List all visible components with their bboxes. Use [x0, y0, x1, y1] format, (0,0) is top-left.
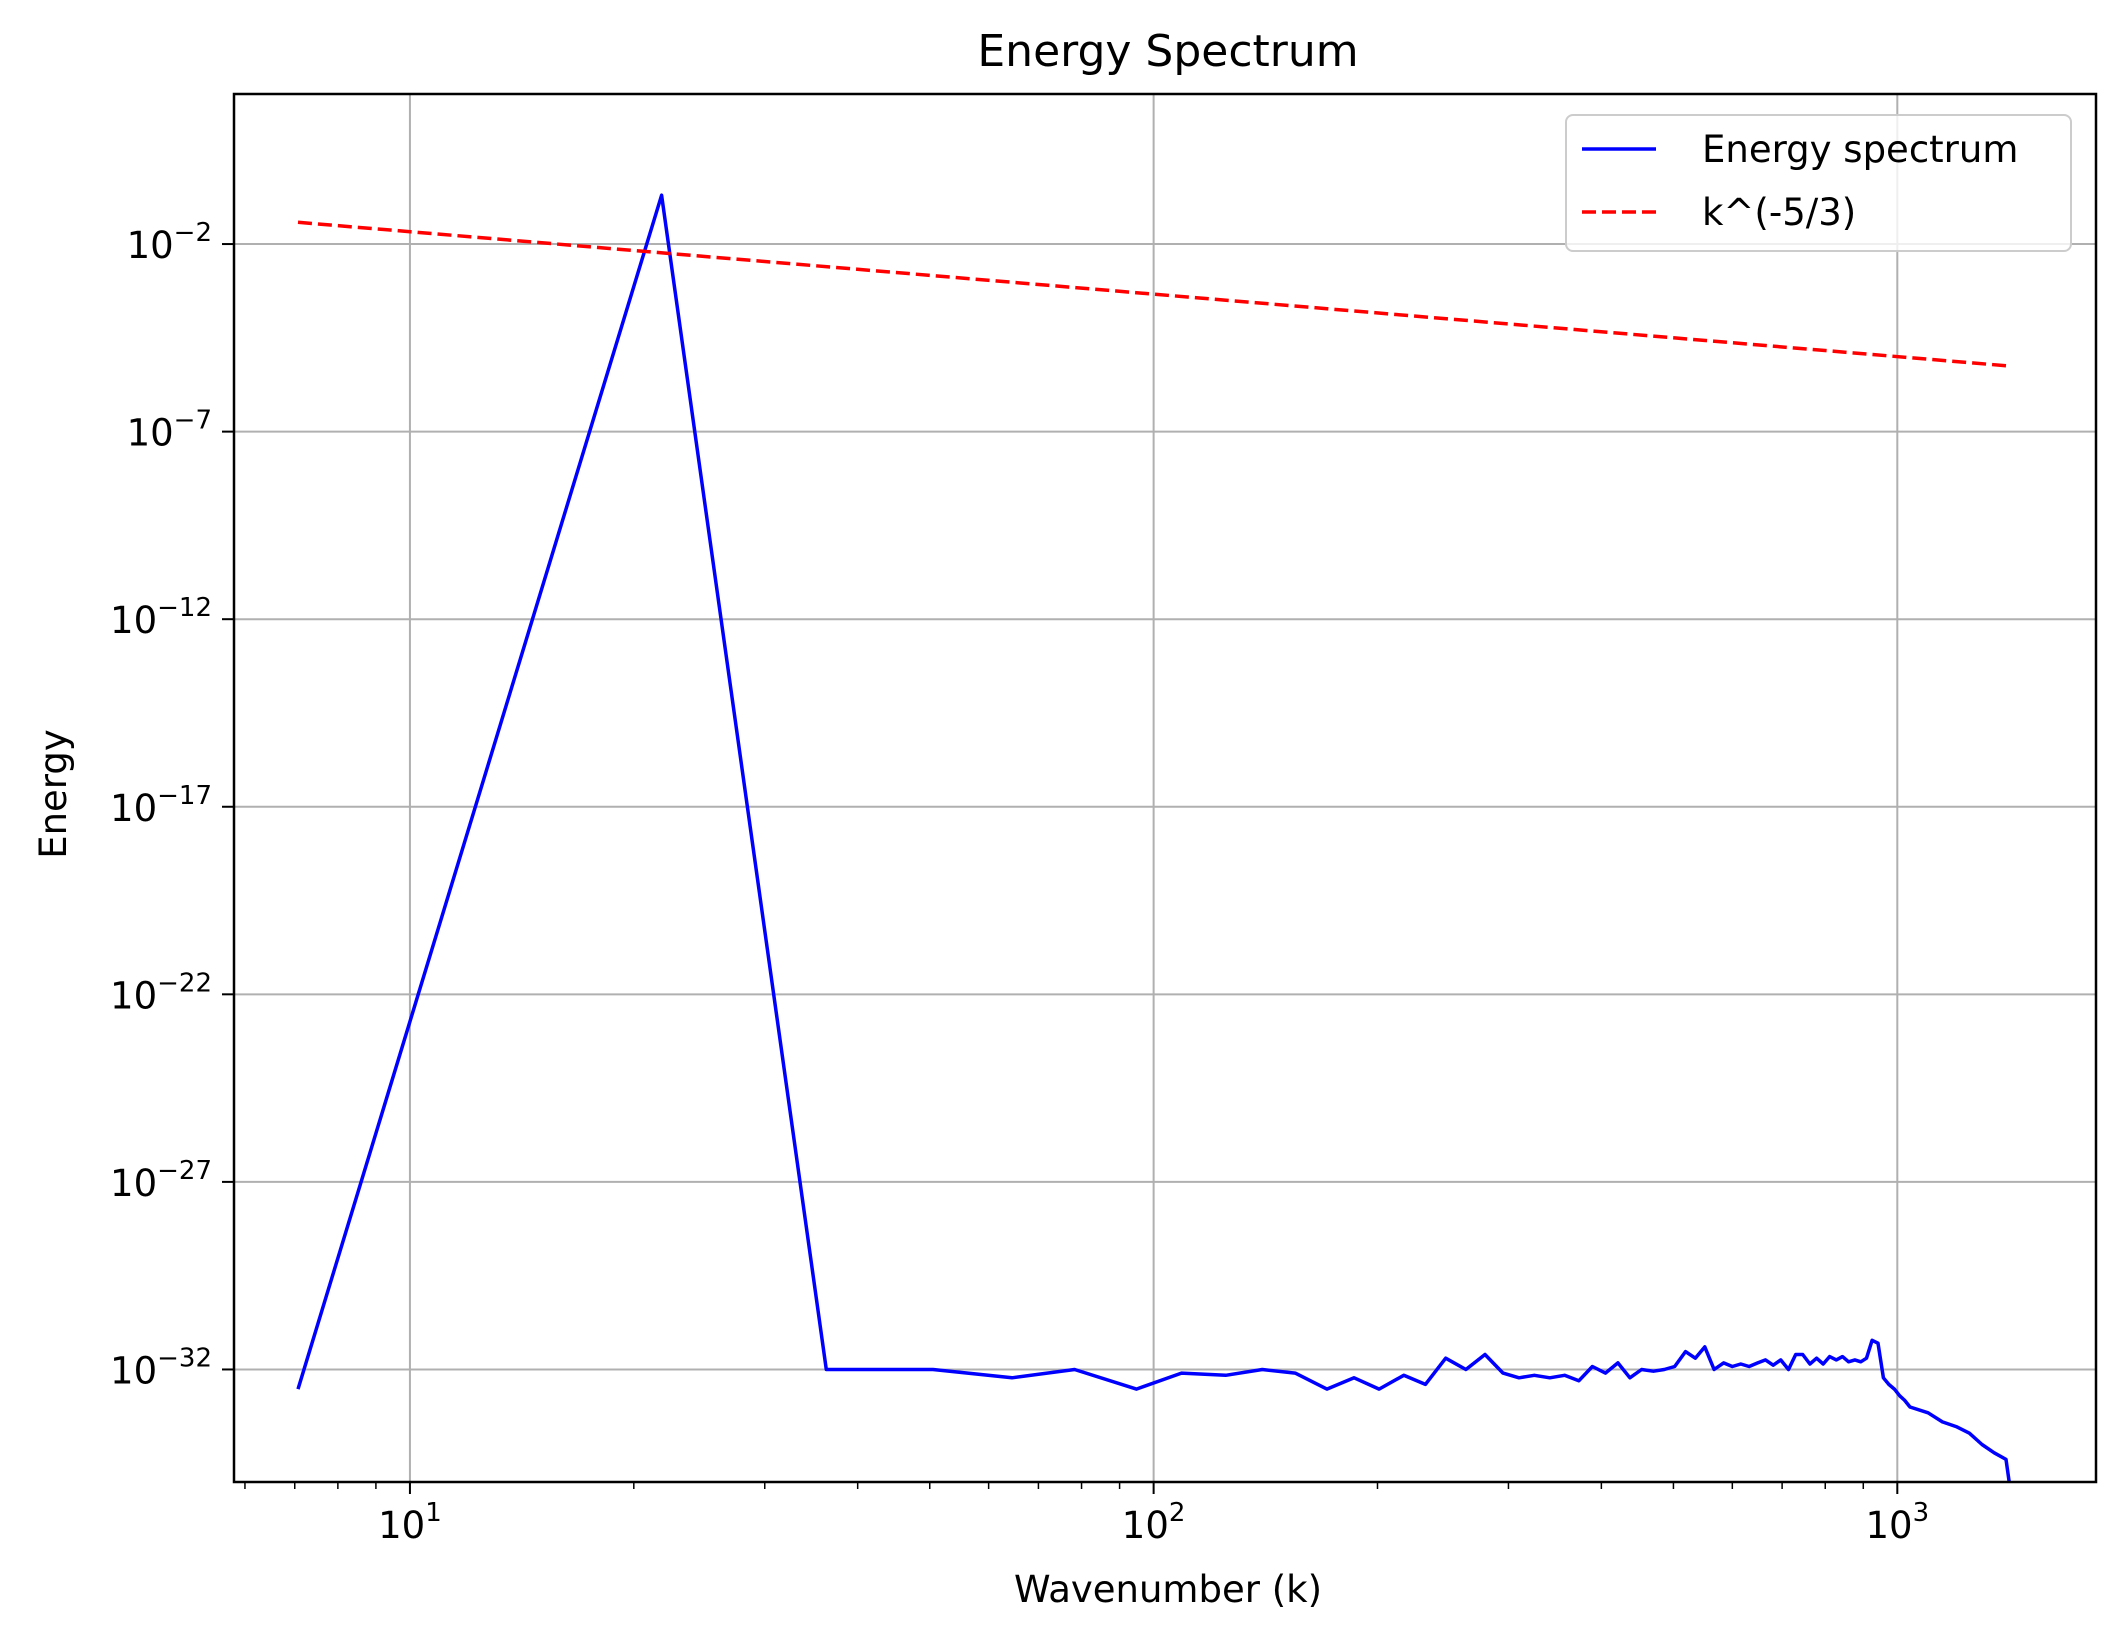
- legend-box: [1565, 114, 2072, 252]
- y-tick-label: 10−12: [110, 593, 212, 642]
- y-tick-base: 10: [127, 224, 174, 267]
- y-tick-exponent: −12: [157, 593, 212, 623]
- legend-label: Energy spectrum: [1702, 128, 2018, 171]
- y-tick-base: 10: [127, 412, 174, 455]
- y-tick-base: 10: [110, 599, 157, 642]
- y-tick-exponent: −17: [157, 781, 212, 811]
- series-lines: [296, 193, 2011, 1483]
- y-tick-exponent: −22: [157, 968, 212, 998]
- x-tick-label: 103: [1865, 1498, 1929, 1547]
- chart-title: Energy Spectrum: [977, 26, 1358, 77]
- grid-lines: [234, 94, 2096, 1482]
- series-line-energy-spectrum: [296, 193, 2011, 1483]
- y-axis-label: Energy: [32, 729, 75, 859]
- x-tick-base: 10: [378, 1504, 425, 1547]
- x-tick-label: 101: [378, 1498, 442, 1547]
- y-tick-exponent: −7: [174, 406, 212, 436]
- x-tick-base: 10: [1122, 1504, 1169, 1547]
- x-tick-base: 10: [1865, 1504, 1912, 1547]
- y-tick-label: 10−7: [127, 406, 212, 455]
- y-tick-label: 10−2: [127, 218, 212, 267]
- y-tick-exponent: −27: [157, 1156, 212, 1186]
- y-tick-label: 10−32: [110, 1343, 212, 1392]
- series-line-k-power-law: [297, 220, 2010, 368]
- x-axis-label: Wavenumber (k): [1014, 1568, 1322, 1611]
- y-tick-base: 10: [110, 974, 157, 1017]
- legend-label: k^(-5/3): [1702, 191, 1856, 234]
- x-tick-exponent: 3: [1913, 1498, 1930, 1528]
- y-tick-base: 10: [110, 787, 157, 830]
- legend: Energy spectrum k^(-5/3): [1565, 114, 2072, 252]
- y-tick-base: 10: [110, 1162, 157, 1205]
- x-tick-label: 102: [1122, 1498, 1186, 1547]
- y-tick-label: 10−27: [110, 1156, 212, 1205]
- x-tick-exponent: 2: [1169, 1498, 1186, 1528]
- axis-ticks: 101 102 10310−210−710−1210−1710−2210−2710−…: [110, 218, 1929, 1547]
- y-tick-base: 10: [110, 1349, 157, 1392]
- x-tick-exponent: 1: [425, 1498, 442, 1528]
- y-tick-exponent: −2: [174, 218, 212, 248]
- plot-area-frame: [232, 92, 2098, 1484]
- y-tick-exponent: −32: [157, 1343, 212, 1373]
- y-tick-label: 10−22: [110, 968, 212, 1017]
- y-tick-label: 10−17: [110, 781, 212, 830]
